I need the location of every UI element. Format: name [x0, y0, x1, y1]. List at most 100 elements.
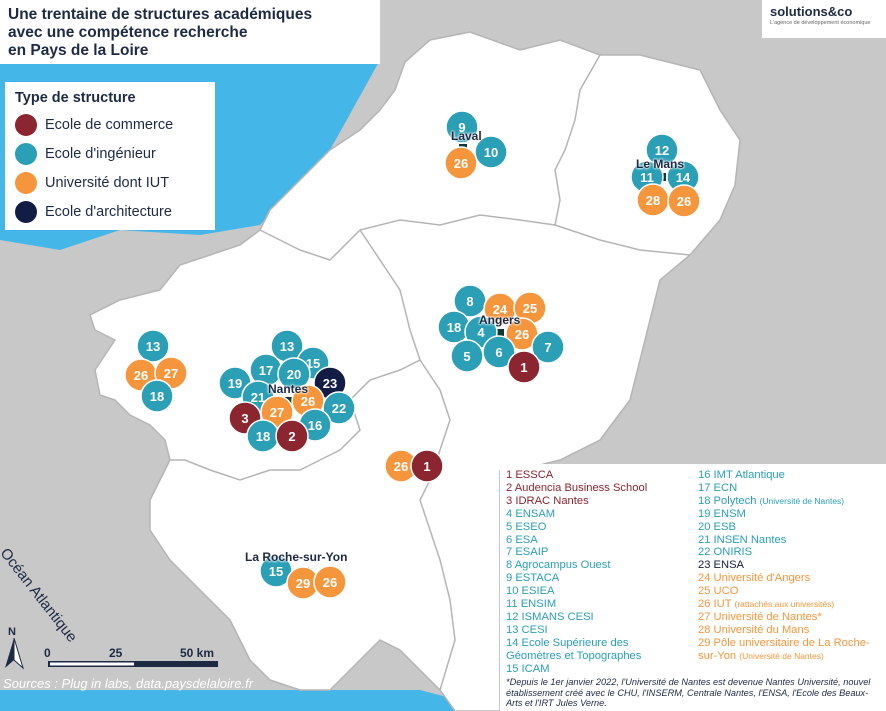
structure-list-item: Géomètres et Topographes [506, 649, 642, 662]
region-shape [89, 31, 741, 711]
structure-marker-label: 9 [458, 120, 465, 135]
page-title-line-3: en Pays de la Loire [8, 42, 149, 59]
structure-marker-label: 6 [495, 345, 502, 360]
structure-list-item: 22 ONIRIS [698, 546, 753, 559]
scale-label-end: 50 km [180, 646, 215, 660]
structure-list-item: 25 UCO [698, 585, 739, 598]
structure-marker-label: 25 [523, 301, 537, 316]
structure-marker-label: 26 [394, 459, 408, 474]
structure-marker-label: 3 [241, 411, 248, 426]
structure-marker: 9 [445, 110, 479, 144]
city-label-angers: Angers [479, 313, 521, 327]
structure-list-item: 7 ESAIP [506, 546, 549, 559]
structures-column-1: 1 ESSCA 2 Audencia Business School 3 IDRAC… [506, 469, 696, 676]
page-title-line-2: avec une compétence recherche [8, 24, 248, 41]
structure-marker-label: 1 [423, 459, 430, 474]
legend-item-ingenieur: Ecole d'ingénieur [15, 139, 205, 168]
structure-marker-label: 18 [256, 429, 270, 444]
legend-label: Ecole d'ingénieur [45, 145, 156, 162]
legend-dot-icon [15, 171, 37, 194]
structure-marker-label: 21 [251, 390, 265, 405]
structure-marker: 17 [249, 353, 283, 387]
structure-marker-circle [531, 330, 565, 364]
structure-marker-label: 29 [296, 576, 310, 591]
structure-marker-label: 13 [146, 339, 160, 354]
structure-marker: 28 [636, 183, 670, 217]
structure-marker-circle [313, 565, 347, 599]
structure-marker-label: 26 [134, 368, 148, 383]
city-marker-icon [496, 329, 504, 337]
structure-marker: 2 [275, 419, 309, 453]
structure-list-item: 1 ESSCA [506, 469, 554, 481]
structure-marker-circle [277, 357, 311, 391]
logo: solutions&co L'agence de développement é… [762, 0, 886, 38]
structure-marker: 24 [483, 292, 517, 326]
structure-list-item: 23 ENSA [698, 559, 745, 572]
structures-list: 1 ESSCA 2 Audencia Business School 3 IDRAC… [500, 464, 886, 711]
structure-list-item: 14 Ecole Supérieure des [506, 636, 629, 649]
structure-list-item: 29 Pôle universitaire de La Roche- [698, 636, 870, 649]
structure-marker-circle [444, 146, 478, 180]
title-box: Une trentaine de structures académiques … [0, 0, 380, 64]
structure-marker: 6 [482, 335, 516, 369]
structure-list-item: 11 ENSIM [506, 598, 557, 611]
structure-marker-label: 11 [640, 170, 654, 185]
structure-list-item: 4 ENSAM [506, 507, 556, 520]
structure-marker: 5 [450, 339, 484, 373]
north-label: N [8, 626, 16, 638]
structure-marker-label: 26 [301, 394, 315, 409]
structure-marker-label: 7 [544, 340, 551, 355]
scale-bar [48, 661, 218, 667]
structure-list-item: 18 Polytech (Université de Nantes) [698, 494, 845, 507]
structure-list-item-note: (Université de Nantes) [739, 650, 824, 661]
structure-marker-label: 10 [484, 145, 498, 160]
structure-marker: 7 [531, 330, 565, 364]
city-label-nantes: Nantes [268, 382, 309, 396]
legend-dot-icon [15, 113, 37, 136]
structure-list-item: 10 ESIEA [506, 585, 555, 598]
city-label-laval: Laval [451, 129, 482, 143]
structure-list-item-note: (rattachés aux universités) [734, 599, 835, 610]
structure-list-item: 13 CESI [506, 623, 548, 636]
structure-marker-label: 28 [646, 193, 660, 208]
structure-marker: 10 [474, 135, 508, 169]
structure-marker: 26 [313, 565, 347, 599]
structure-marker-label: 13 [280, 339, 294, 354]
structure-marker-label: 26 [454, 156, 468, 171]
structure-list-item: 26 IUT (rattachés aux universités) [698, 598, 835, 611]
structure-marker: 18 [140, 379, 174, 413]
structure-marker-circle [507, 350, 541, 384]
structure-marker-label: 1 [520, 360, 527, 375]
structure-marker-label: 20 [287, 367, 301, 382]
logo-text: solutions&co [770, 4, 853, 19]
city-label-la-roche-sur-yon: La Roche-sur-Yon [245, 550, 348, 564]
structure-marker: 1 [410, 449, 444, 483]
legend-title: Type de structure [15, 90, 136, 106]
structure-list-item: 19 ENSM [698, 507, 746, 520]
structure-list-item: 17 ECN [698, 481, 738, 494]
scale-label-zero: 0 [44, 646, 51, 660]
legend-label: Ecole d'architecture [45, 203, 172, 220]
structure-marker: 12 [645, 133, 679, 167]
structure-list-item: 12 ISMANS CESI [506, 610, 594, 623]
structure-list-item: 20 ESB [698, 520, 736, 533]
structure-marker-label: 18 [447, 320, 461, 335]
page-title-line-1: Une trentaine de structures académiques [8, 6, 313, 23]
structure-marker-circle [474, 135, 508, 169]
structure-marker-circle [275, 419, 309, 453]
structure-marker-label: 27 [164, 366, 178, 381]
structure-marker: 26 [444, 146, 478, 180]
structure-marker-label: 22 [332, 401, 346, 416]
structure-list-item: 27 Université de Nantes* [698, 610, 822, 623]
structure-list-item: 16 IMT Atlantique [698, 469, 785, 481]
structure-list-item: 6 ESA [506, 533, 538, 546]
structure-marker-label: 26 [677, 194, 691, 209]
scale-label-mid: 25 [109, 646, 123, 660]
structure-list-item: 5 ESEO [506, 520, 547, 533]
structure-marker-label: 2 [288, 429, 295, 444]
structure-marker-label: 5 [463, 349, 470, 364]
legend: Type de structure Ecole de commerce Ecol… [5, 82, 215, 230]
legend-item-commerce: Ecole de commerce [15, 110, 205, 139]
structure-marker-label: 24 [493, 302, 508, 317]
